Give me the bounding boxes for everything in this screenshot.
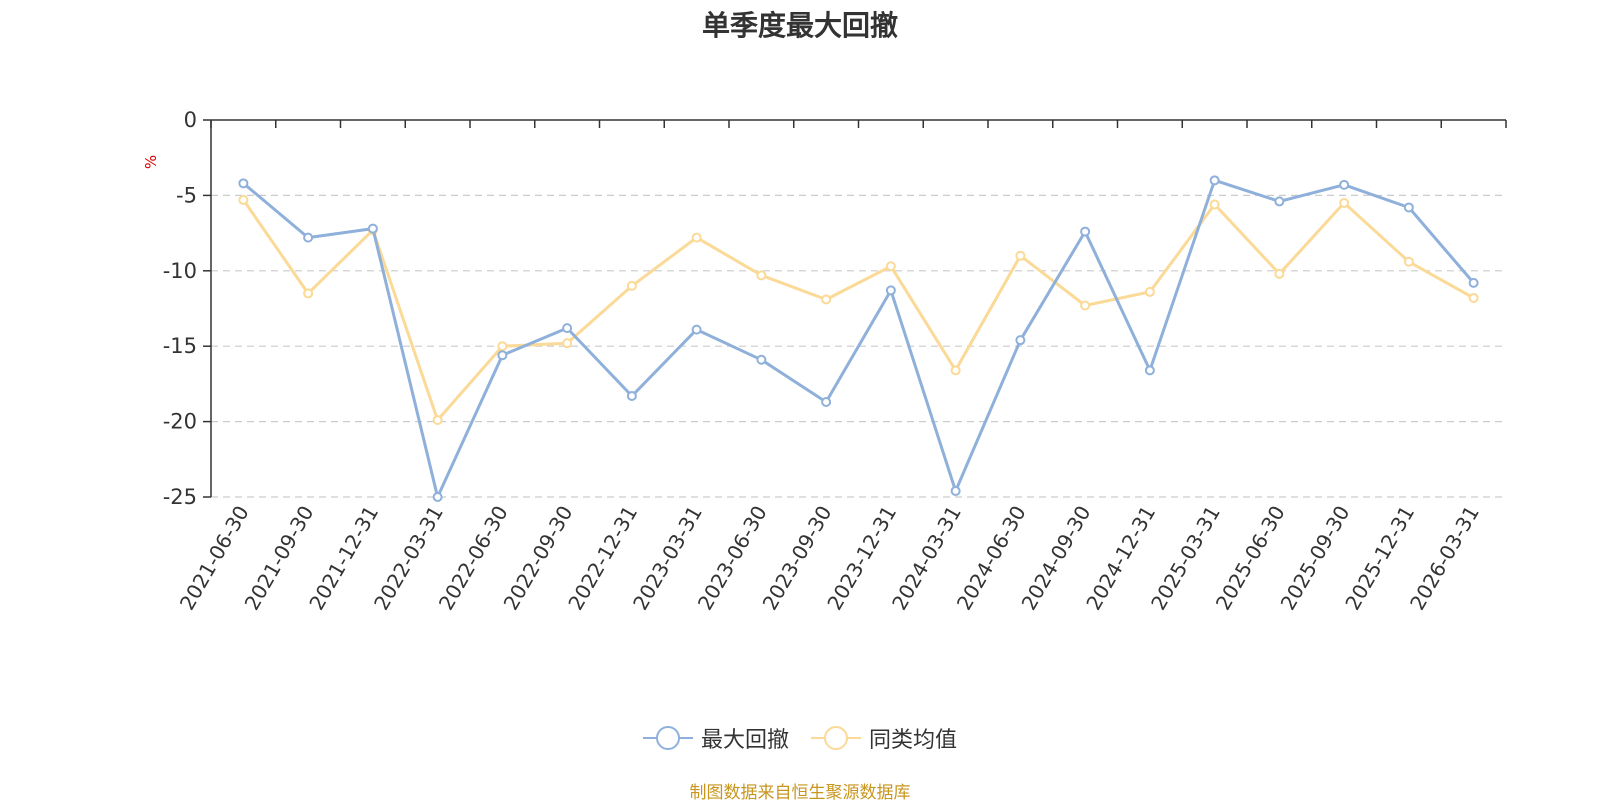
legend-swatch-series-0	[642, 726, 693, 750]
data-point-s1-4	[497, 341, 508, 352]
y-axis-unit-label: %	[142, 155, 160, 169]
data-point-s1-15	[1209, 199, 1220, 210]
series-1	[238, 194, 1479, 426]
data-point-s0-19	[1468, 277, 1479, 288]
data-point-s0-9	[821, 396, 832, 407]
data-point-s1-7	[691, 232, 702, 243]
y-tick-label-3: -15	[163, 334, 197, 358]
data-point-s1-8	[756, 270, 767, 281]
legend-label-series-1: 同类均值	[869, 728, 958, 753]
data-point-s0-14	[1144, 365, 1155, 376]
y-tick-label-5: -25	[163, 485, 197, 509]
data-point-s0-3	[432, 492, 443, 502]
data-point-s0-13	[1080, 226, 1091, 237]
y-tick-label-1: -5	[176, 183, 197, 207]
data-point-s1-9	[821, 294, 832, 305]
data-point-s0-8	[756, 354, 767, 365]
data-point-s0-4	[497, 350, 508, 361]
data-point-s0-15	[1209, 175, 1220, 186]
y-tick-label-2: -10	[163, 259, 197, 283]
data-point-s0-1	[303, 232, 314, 243]
axis-labels: 0-5-10-15-20-252021-06-302021-09-302021-…	[142, 108, 1484, 614]
data-point-s0-18	[1403, 202, 1414, 213]
legend: 最大回撤 同类均值	[0, 722, 1600, 754]
series-lines	[238, 175, 1479, 502]
data-point-s0-12	[1015, 335, 1026, 346]
data-point-s1-13	[1080, 300, 1091, 311]
data-point-s1-14	[1144, 286, 1155, 297]
data-point-s0-7	[691, 324, 702, 335]
data-point-s0-16	[1274, 196, 1285, 207]
y-tick-label-4: -20	[163, 410, 197, 434]
legend-item-series-1[interactable]: 同类均值	[811, 722, 957, 754]
axes	[203, 119, 1507, 498]
data-point-s1-0	[238, 194, 249, 205]
legend-swatch-series-1	[811, 726, 861, 750]
data-point-s1-12	[1015, 250, 1026, 261]
data-point-s0-11	[950, 485, 961, 496]
y-tick-label-0: 0	[184, 108, 197, 132]
data-point-s0-2	[367, 223, 378, 234]
series-line-0	[242, 178, 1475, 499]
data-point-s0-17	[1339, 179, 1350, 190]
x-tick-label-19: 2026-03-31	[1405, 502, 1484, 615]
data-point-s1-10	[885, 261, 896, 272]
data-point-s1-1	[303, 288, 314, 299]
legend-label-series-0: 最大回撤	[700, 728, 789, 753]
data-point-s1-16	[1274, 268, 1285, 279]
data-point-s1-5	[562, 338, 573, 349]
source-note: 制图数据来自恒生聚源数据库	[689, 783, 911, 800]
data-point-s1-19	[1468, 292, 1479, 303]
data-point-s1-18	[1403, 256, 1414, 267]
data-point-s0-5	[562, 323, 573, 334]
series-line-1	[242, 199, 1475, 422]
data-point-s0-10	[885, 285, 896, 296]
data-point-s1-6	[626, 280, 637, 291]
chart-title: 单季度最大回撤	[701, 9, 898, 42]
data-point-s0-6	[626, 390, 637, 401]
series-0	[238, 175, 1479, 502]
data-point-s1-11	[950, 365, 961, 376]
legend-item-series-0[interactable]: 最大回撤	[642, 722, 789, 754]
data-point-s1-3	[432, 415, 443, 426]
data-point-s1-17	[1339, 197, 1350, 208]
data-point-s0-0	[238, 178, 249, 189]
